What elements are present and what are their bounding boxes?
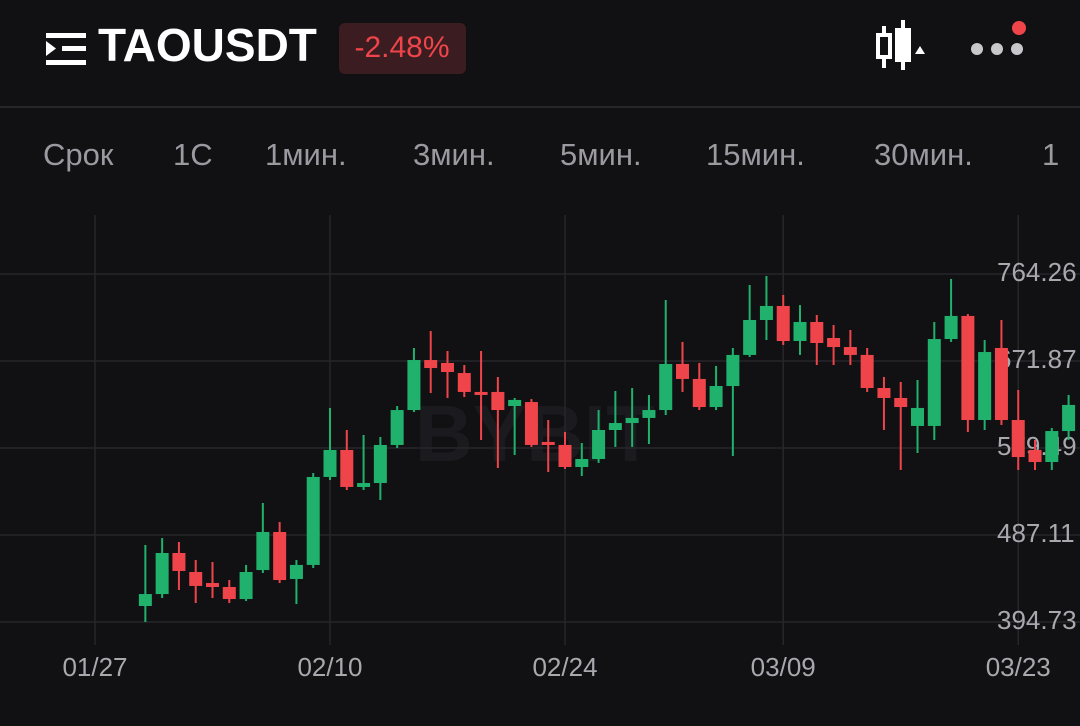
candle-body <box>524 402 538 445</box>
candle-body <box>625 417 639 424</box>
candle-body <box>793 321 807 342</box>
candle-body <box>457 373 471 392</box>
menu-icon[interactable] <box>46 33 86 65</box>
y-tick-label: 764.26 <box>997 257 1077 287</box>
candle-body <box>659 363 673 411</box>
candle-body <box>508 399 522 406</box>
tab[interactable]: 1 <box>1042 137 1059 172</box>
tab[interactable]: 1С <box>173 137 213 172</box>
candle-body <box>759 305 773 321</box>
candle-body <box>944 315 958 340</box>
candle-body <box>894 397 908 408</box>
candle-body <box>843 347 857 355</box>
candle-body <box>877 387 891 398</box>
candle-body <box>289 564 303 579</box>
change-badge <box>339 23 466 74</box>
change-value: -2.48% <box>354 31 449 64</box>
candle-body <box>172 552 186 571</box>
candle-body <box>1028 449 1042 463</box>
candle-body <box>927 339 941 426</box>
candle-body <box>608 423 622 430</box>
candle-body <box>860 354 874 388</box>
candle-body <box>306 476 320 565</box>
candle-body <box>709 386 723 408</box>
symbol-title[interactable]: TAOUSDT <box>98 19 317 71</box>
tab[interactable]: 30мин. <box>874 137 973 172</box>
candle-body <box>407 360 421 411</box>
y-tick-label: 487.11 <box>997 518 1075 548</box>
more-icon[interactable] <box>971 21 1026 55</box>
candle-body <box>1011 420 1025 458</box>
candle-body <box>994 347 1008 421</box>
y-tick-label: 671.87 <box>997 344 1077 374</box>
x-tick-label: 03/23 <box>986 652 1051 682</box>
candle-body <box>239 572 253 600</box>
x-tick-label: 02/10 <box>297 652 362 682</box>
candle-body <box>256 531 270 571</box>
x-tick-label: 01/27 <box>62 652 127 682</box>
candle-body <box>1045 431 1059 463</box>
tab[interactable]: Срок <box>43 137 114 172</box>
candle-body <box>474 391 488 395</box>
candle-body <box>491 391 505 411</box>
candle-body <box>810 321 824 343</box>
candle-body <box>676 363 690 379</box>
candle-body <box>541 441 555 445</box>
tab[interactable]: 3мин. <box>413 137 495 172</box>
candle-body <box>978 352 992 421</box>
candle-body <box>323 449 337 477</box>
candle-body <box>743 320 757 355</box>
tab[interactable]: 1мин. <box>265 137 347 172</box>
tab[interactable]: 15мин. <box>706 137 805 172</box>
tab[interactable]: 5мин. <box>560 137 642 172</box>
candle-body <box>424 360 438 369</box>
candle-body <box>692 378 706 408</box>
candle-body <box>592 430 606 460</box>
candle-body <box>155 552 169 595</box>
candle-body <box>776 305 790 342</box>
candle-body <box>357 483 371 487</box>
candle-body <box>642 410 656 418</box>
candle-body <box>138 594 152 607</box>
candle-body <box>726 354 740 387</box>
candle-body <box>273 531 287 581</box>
candle-body <box>189 572 203 586</box>
candle-body <box>222 586 236 600</box>
candle-body <box>441 362 455 372</box>
candle-body <box>827 337 841 348</box>
candle-body <box>575 459 589 468</box>
plot-area: BYBIT01/2702/1002/2403/0903/23394.73487.… <box>0 215 1080 682</box>
candle-body <box>961 315 975 421</box>
candle-body <box>558 444 572 468</box>
candle-body <box>206 583 220 587</box>
x-tick-label: 03/09 <box>751 652 816 682</box>
candle-body <box>340 449 354 487</box>
candle-body <box>1062 404 1076 432</box>
y-tick-label: 394.73 <box>997 605 1077 635</box>
candle-body <box>373 444 387 484</box>
chart-type-icon[interactable] <box>876 20 925 70</box>
candle-body <box>390 410 404 445</box>
tab-bar: Срок 1С 1мин. 3мин. 5мин. 15мин. 30мин. 1 <box>43 137 1059 172</box>
candle-body <box>911 407 925 426</box>
x-tick-label: 02/24 <box>532 652 597 682</box>
